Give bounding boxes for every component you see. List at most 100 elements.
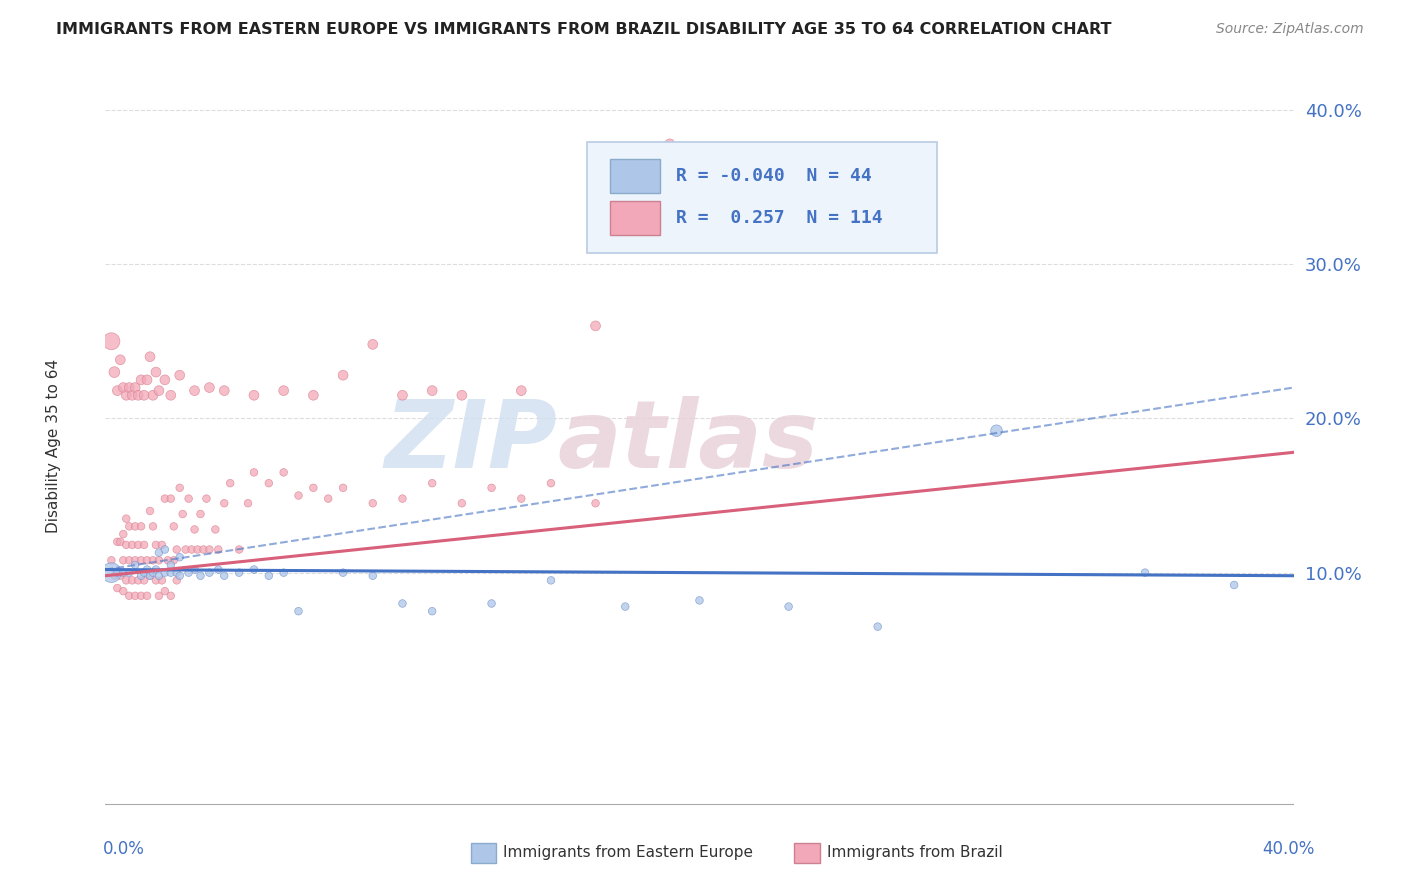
Point xyxy=(420,604,443,618)
Point xyxy=(110,534,132,549)
Point xyxy=(121,538,143,552)
Point xyxy=(159,558,181,572)
Point xyxy=(287,604,309,618)
Point xyxy=(139,568,162,582)
Point xyxy=(132,574,155,588)
Text: Immigrants from Eastern Europe: Immigrants from Eastern Europe xyxy=(503,846,754,860)
Point xyxy=(110,352,132,367)
Point xyxy=(190,507,212,521)
Point xyxy=(153,584,176,599)
Point xyxy=(142,566,165,580)
Point xyxy=(243,466,266,480)
Point xyxy=(228,542,250,557)
Point xyxy=(228,566,250,580)
Point xyxy=(118,380,141,394)
Point xyxy=(132,388,155,402)
Point xyxy=(105,384,128,398)
Point xyxy=(198,542,221,557)
Point xyxy=(391,491,413,506)
Point xyxy=(361,496,384,510)
Text: IMMIGRANTS FROM EASTERN EUROPE VS IMMIGRANTS FROM BRAZIL DISABILITY AGE 35 TO 64: IMMIGRANTS FROM EASTERN EUROPE VS IMMIGR… xyxy=(56,22,1112,37)
Point xyxy=(159,566,181,580)
Point xyxy=(132,566,155,580)
Point xyxy=(153,542,176,557)
Point xyxy=(150,574,173,588)
Point xyxy=(302,388,325,402)
Point xyxy=(658,136,681,151)
Point xyxy=(163,519,186,533)
Point xyxy=(450,496,472,510)
FancyBboxPatch shape xyxy=(610,159,661,193)
Point xyxy=(273,384,295,398)
Point xyxy=(183,384,205,398)
Point xyxy=(132,538,155,552)
Point xyxy=(207,563,229,577)
Point xyxy=(287,489,309,503)
Point xyxy=(540,476,562,491)
Point xyxy=(121,574,143,588)
Point xyxy=(124,558,146,572)
Point xyxy=(105,534,128,549)
Point xyxy=(148,545,170,560)
Point xyxy=(129,589,152,603)
Point xyxy=(391,597,413,611)
Point xyxy=(214,384,236,398)
Point xyxy=(166,542,188,557)
Point xyxy=(136,373,159,387)
Point xyxy=(153,566,176,580)
Text: 0.0%: 0.0% xyxy=(103,840,145,858)
Point xyxy=(361,568,384,582)
Point xyxy=(420,384,443,398)
Point xyxy=(159,388,181,402)
Point xyxy=(159,589,181,603)
Point xyxy=(193,542,215,557)
Point xyxy=(124,553,146,567)
Point xyxy=(540,574,562,588)
Point xyxy=(332,566,354,580)
Point xyxy=(118,519,141,533)
Point xyxy=(214,568,236,582)
Point xyxy=(103,568,125,582)
Point xyxy=(159,491,181,506)
Point xyxy=(510,491,533,506)
Point xyxy=(186,542,208,557)
Point xyxy=(169,368,191,383)
Point xyxy=(986,424,1008,438)
Point xyxy=(139,504,162,518)
Point xyxy=(219,476,242,491)
Point xyxy=(198,380,221,394)
Point xyxy=(183,523,205,537)
Point xyxy=(110,568,132,582)
Point xyxy=(112,527,135,541)
Point xyxy=(257,568,280,582)
Point xyxy=(145,563,167,577)
FancyBboxPatch shape xyxy=(610,202,661,235)
Point xyxy=(361,337,384,351)
Point xyxy=(190,568,212,582)
Point xyxy=(127,574,149,588)
Point xyxy=(115,388,138,402)
Point xyxy=(142,388,165,402)
Point xyxy=(112,380,135,394)
Point xyxy=(112,566,135,580)
Point xyxy=(273,566,295,580)
Point xyxy=(142,519,165,533)
Point xyxy=(153,373,176,387)
Point xyxy=(136,589,159,603)
Point xyxy=(148,553,170,567)
Text: R =  0.257  N = 114: R = 0.257 N = 114 xyxy=(676,210,883,227)
Point xyxy=(302,481,325,495)
Point xyxy=(183,563,205,577)
Point xyxy=(420,476,443,491)
Point xyxy=(136,563,159,577)
Point xyxy=(510,384,533,398)
Point xyxy=(148,384,170,398)
Point xyxy=(177,566,200,580)
Point xyxy=(127,538,149,552)
Point xyxy=(148,589,170,603)
Point xyxy=(129,568,152,582)
Point xyxy=(163,553,186,567)
Point xyxy=(866,619,889,633)
Text: atlas: atlas xyxy=(557,395,818,488)
Point xyxy=(100,566,122,580)
